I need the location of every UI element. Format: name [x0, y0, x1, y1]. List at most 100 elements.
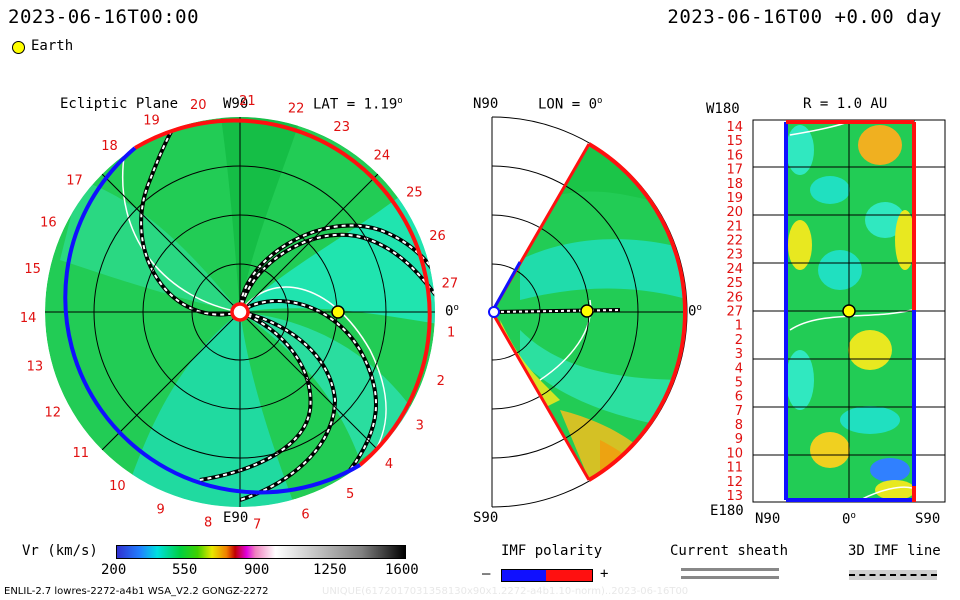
- meridional-lon-label: LON = 0o: [538, 96, 603, 113]
- carrington-mark: 18: [101, 139, 118, 154]
- sun-marker: [230, 302, 250, 322]
- carrington-mark: 19: [143, 113, 160, 128]
- imf-polarity-title: IMF polarity: [501, 543, 603, 559]
- carrington-mark: 16: [40, 215, 57, 230]
- current-sheath-title: Current sheath: [670, 543, 789, 559]
- vr-tick-1600: 1600: [385, 562, 419, 578]
- ecliptic-boundary-negative: [63, 146, 362, 495]
- carrington-mark: 21: [239, 94, 256, 109]
- carrington-mark: 4: [385, 457, 393, 472]
- ecliptic-bottom-label: E90: [223, 510, 249, 526]
- carrington-mark: 2: [437, 374, 445, 389]
- ecliptic-right-label: 0o: [445, 303, 459, 320]
- carrington-mark: 24: [374, 149, 391, 164]
- imf-minus-label: –: [482, 566, 491, 582]
- radial-y-mark: 12: [726, 475, 743, 490]
- carrington-mark: 11: [73, 446, 90, 461]
- carrington-mark: 7: [253, 517, 261, 532]
- current-sheath-line-2: [681, 576, 779, 579]
- ecliptic-lat-label: LAT = 1.19o: [313, 96, 403, 113]
- carrington-mark: 3: [416, 418, 424, 433]
- carrington-mark: 20: [190, 98, 207, 113]
- radial-y-mark: 18: [726, 177, 743, 192]
- radial-y-mark: 26: [726, 290, 743, 305]
- carrington-mark: 25: [406, 185, 423, 200]
- radial-y-mark: 9: [735, 432, 743, 447]
- carrington-mark: 14: [20, 311, 37, 326]
- carrington-mark: 17: [66, 174, 83, 189]
- carrington-mark: 23: [333, 120, 350, 135]
- radial-x-label-0: 0o: [842, 511, 856, 528]
- carrington-mark: 13: [27, 360, 44, 375]
- radial-y-mark: 4: [735, 361, 743, 376]
- carrington-mark: 1: [447, 326, 455, 341]
- radial-title: R = 1.0 AU: [803, 96, 888, 112]
- radial-y-mark: 16: [726, 148, 743, 163]
- radial-y-mark: 21: [726, 219, 743, 234]
- radial-y-mark: 11: [726, 461, 743, 476]
- meridional-bottom-label: S90: [473, 510, 499, 526]
- imf-positive-swatch: [546, 569, 593, 582]
- carrington-mark: 10: [109, 479, 126, 494]
- ecliptic-top-label: W90: [223, 96, 249, 112]
- vr-tick-1250: 1250: [313, 562, 347, 578]
- radial-y-mark: 24: [726, 262, 743, 277]
- radial-y-mark: 25: [726, 276, 743, 291]
- carrington-mark: 22: [288, 102, 305, 117]
- earth-marker-ecliptic: [331, 305, 345, 319]
- run-time-right: 2023-06-16T00 +0.00 day: [667, 6, 942, 28]
- ecliptic-boundary-positive: [133, 118, 432, 467]
- radial-y-mark: 23: [726, 248, 743, 263]
- earth-legend-label: Earth: [31, 38, 74, 54]
- imf-3d-line-dash: [849, 574, 937, 576]
- radial-y-mark: 10: [726, 446, 743, 461]
- vr-colorbar: [116, 545, 406, 559]
- run-time-left: 2023-06-16T00:00: [8, 6, 200, 28]
- vr-tick-550: 550: [172, 562, 198, 578]
- radial-x-label-s90: S90: [915, 511, 941, 527]
- vr-label: Vr (km/s): [22, 543, 98, 559]
- radial-y-mark: 2: [735, 333, 743, 348]
- radial-y-mark: 5: [735, 376, 743, 391]
- radial-y-mark: 3: [735, 347, 743, 362]
- radial-y-mark: 19: [726, 191, 743, 206]
- vr-tick-200: 200: [101, 562, 127, 578]
- radial-y-mark: 14: [726, 120, 743, 135]
- carrington-mark: 6: [301, 508, 309, 523]
- imf-3d-title: 3D IMF line: [848, 543, 941, 559]
- imf-plus-label: +: [600, 566, 609, 582]
- carrington-mark: 9: [156, 503, 164, 518]
- radial-y-mark: 1: [735, 319, 743, 334]
- carrington-mark: 15: [24, 262, 41, 277]
- radial-y-mark: 15: [726, 134, 743, 149]
- footer-right: UNIQUE(6172017031358130x90x1.2272-a4b1.1…: [322, 586, 689, 597]
- imf-negative-swatch: [501, 569, 547, 582]
- radial-bottom-left-label: E180: [710, 503, 744, 519]
- radial-y-mark: 22: [726, 234, 743, 249]
- carrington-mark: 5: [346, 487, 354, 502]
- carrington-mark: 26: [429, 229, 446, 244]
- radial-top-left-label: W180: [706, 101, 740, 117]
- radial-y-mark: 17: [726, 163, 743, 178]
- meridional-right-label: 0o: [688, 303, 702, 320]
- vr-tick-900: 900: [244, 562, 270, 578]
- meridional-boundary-positive: [587, 142, 687, 482]
- earth-marker-radial: [842, 304, 856, 318]
- carrington-mark: 8: [204, 516, 212, 531]
- footer-left: ENLIL-2.7 lowres-2272-a4b1 WSA_V2.2 GONG…: [4, 586, 269, 597]
- earth-marker-meridional: [580, 304, 594, 318]
- carrington-mark: 27: [442, 277, 459, 292]
- meridional-top-label: N90: [473, 96, 499, 112]
- radial-y-mark: 27: [726, 305, 743, 320]
- radial-y-mark: 8: [735, 418, 743, 433]
- carrington-mark: 12: [45, 406, 62, 421]
- earth-legend-icon: [12, 41, 25, 54]
- radial-y-mark: 20: [726, 205, 743, 220]
- radial-y-mark: 6: [735, 390, 743, 405]
- current-sheath-line-1: [681, 568, 779, 571]
- radial-y-mark: 7: [735, 404, 743, 419]
- radial-y-mark: 13: [726, 489, 743, 504]
